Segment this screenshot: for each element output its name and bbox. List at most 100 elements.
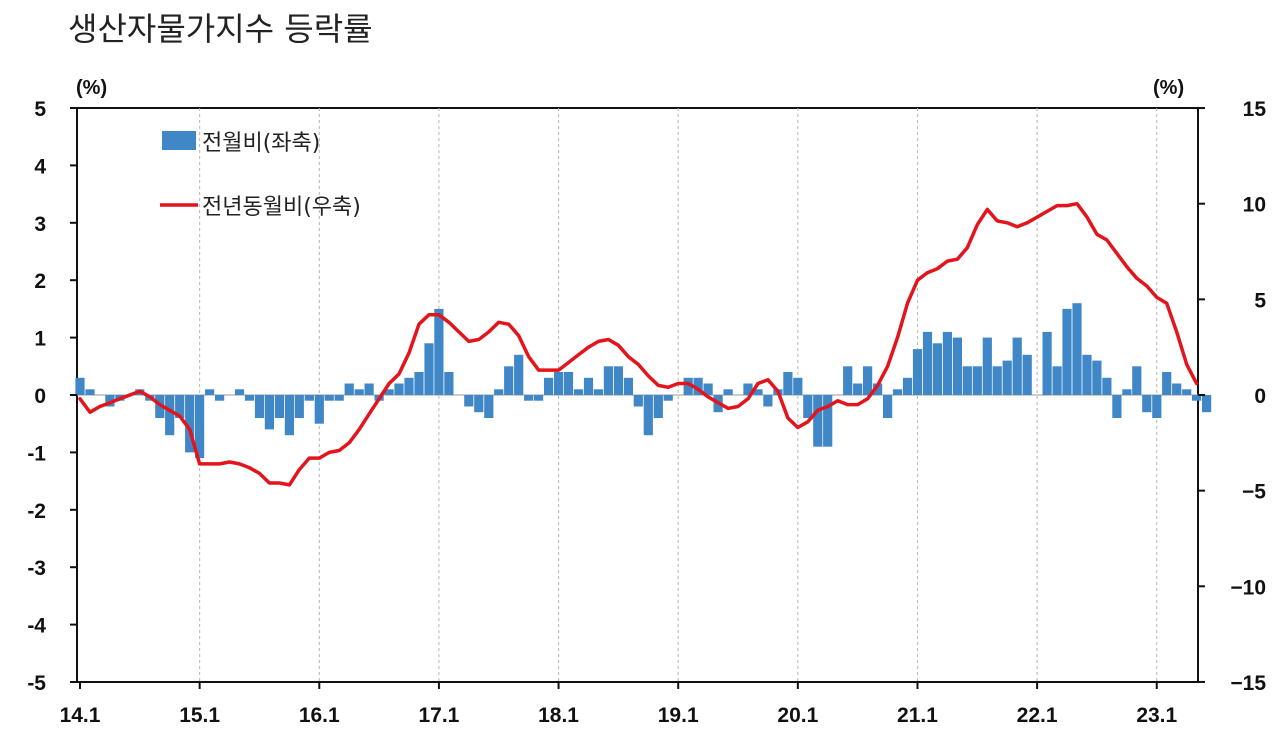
bar-18.12 [663,395,673,401]
right-tick-label: −15 [1230,672,1266,695]
bar-18.6 [603,366,613,395]
right-tick-label: 10 [1243,194,1266,217]
bar-22.8 [1102,377,1112,395]
right-tick-label: 5 [1254,289,1266,312]
x-tick-label: 19.1 [658,704,699,727]
bar-15.5 [234,389,245,395]
bar-21.6 [962,366,972,395]
bar-17.9 [514,354,524,395]
bar-15.6 [244,395,255,401]
bar-15.3 [215,395,225,401]
legend-line-label: 전년동월비(우축) [202,195,361,220]
bar-18.7 [613,366,623,395]
bar-17.5 [474,395,484,413]
bar-20.7 [853,383,863,395]
x-tick-label: 18.1 [538,704,579,727]
bar-18.5 [593,389,603,395]
left-tick-label: 4 [34,155,46,178]
bar-14.11 [175,395,185,418]
bar-21.8 [982,337,992,395]
x-tick-label: 23.1 [1136,704,1177,727]
left-tick-label: -2 [27,500,46,523]
legend-bar-swatch [162,131,196,150]
x-tick-label: 16.1 [299,704,340,727]
bar-18.10 [643,395,653,436]
bar-23.1 [1152,395,1162,418]
bar-19.8 [743,383,753,395]
bar-17.11 [534,395,544,401]
bar-21.5 [952,337,962,395]
right-axis-unit: (%) [1153,77,1184,99]
bar-22.11 [1132,366,1142,395]
left-tick-label: 1 [34,328,46,351]
bar-18.8 [623,377,633,395]
left-tick-label: -1 [27,442,46,465]
bar-20.4 [823,395,833,447]
bar-18.4 [583,377,594,395]
bar-22.10 [1122,389,1132,395]
bar-23.6 [1202,395,1212,413]
bar-15.11 [294,395,304,418]
bar-19.2 [683,377,693,395]
bar-17.10 [524,395,534,401]
bar-14.4 [105,395,115,407]
bar-20.8 [863,366,873,395]
bar-15.10 [284,395,294,436]
bar-15.12 [304,395,314,401]
bar-20.1 [793,377,803,395]
bar-20.6 [843,366,853,395]
left-tick-label: -5 [27,672,46,695]
bar-15.1 [195,395,205,459]
x-tick-label: 20.1 [777,704,818,727]
bar-22.3 [1052,366,1062,395]
bar-19.6 [723,389,733,395]
bar-14.10 [165,395,175,436]
right-tick-label: 15 [1243,98,1267,121]
bar-17.1 [434,308,444,395]
bar-20.9 [873,383,883,395]
bar-23.4 [1182,389,1192,395]
bar-23.5 [1192,395,1202,401]
left-tick-label: 3 [34,213,46,236]
bar-21.11 [1012,337,1022,395]
x-tick-label: 15.1 [179,704,220,727]
bar-22.12 [1142,395,1152,413]
bar-15.8 [264,395,274,430]
bar-16.4 [344,383,354,395]
bar-19.4 [703,383,713,395]
bar-17.8 [504,366,514,395]
bar-16.12 [424,343,434,395]
left-axis-unit: (%) [76,77,107,99]
bar-20.2 [803,395,813,418]
right-tick-label: −5 [1242,481,1266,504]
bar-16.5 [354,389,364,395]
bar-23.2 [1162,372,1172,395]
bar-21.1 [912,349,923,395]
bar-22.4 [1062,308,1072,395]
bar-16.1 [314,395,324,424]
x-tick-label: 14.1 [60,704,101,727]
bar-22.7 [1092,360,1102,395]
left-tick-label: 0 [34,385,46,408]
bar-17.7 [494,389,504,395]
right-axis-ticks: 15 10 5 0 −5 −10 −15 [1198,98,1266,695]
bar-23.3 [1172,383,1182,395]
bar-16.11 [414,372,424,395]
bar-18.9 [633,395,643,407]
bar-18.3 [573,389,584,395]
bar-17.12 [544,377,554,395]
left-tick-label: -3 [27,557,46,580]
right-tick-label: −10 [1230,576,1266,599]
bar-16.8 [384,389,394,395]
bar-15.7 [254,395,265,418]
left-tick-label: 2 [34,270,46,293]
bar-19.9 [753,389,763,395]
bar-21.10 [1002,360,1012,395]
chart-title: 생산자물가지수 등락률 [68,10,373,48]
bar-19.12 [783,372,793,395]
bar-14.1 [75,377,85,395]
left-tick-label: 5 [34,98,46,121]
bar-21.4 [942,331,952,395]
